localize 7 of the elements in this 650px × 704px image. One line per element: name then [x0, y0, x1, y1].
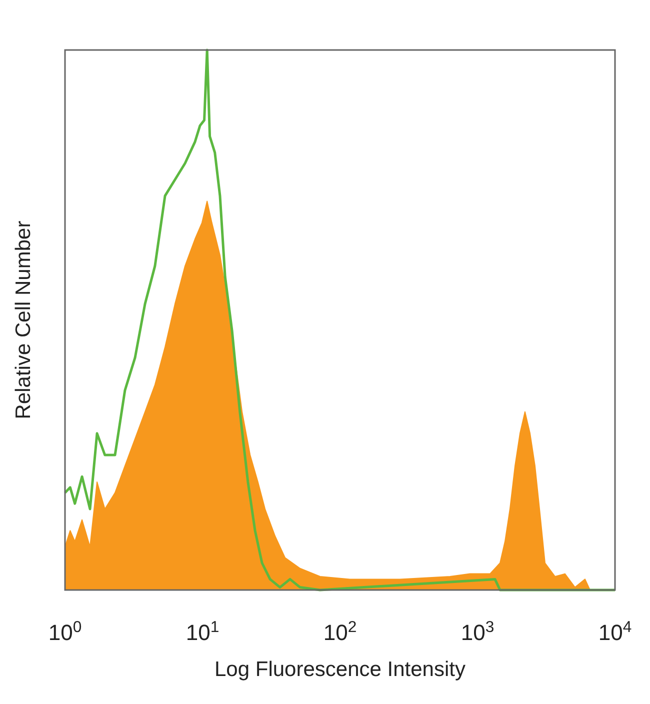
x-tick-label: 10$^{0}$ [48, 618, 82, 645]
x-tick-label: 10$^{1}$ [186, 618, 220, 645]
x-axis-title: Log Fluorescence Intensity [214, 658, 466, 681]
x-tick-label: 10$^{2}$ [323, 618, 357, 645]
x-tick-label: 10$^{3}$ [460, 618, 494, 645]
y-axis-title: Relative Cell Number [12, 220, 35, 420]
x-tick-label: 10$^{4}$ [598, 618, 632, 645]
